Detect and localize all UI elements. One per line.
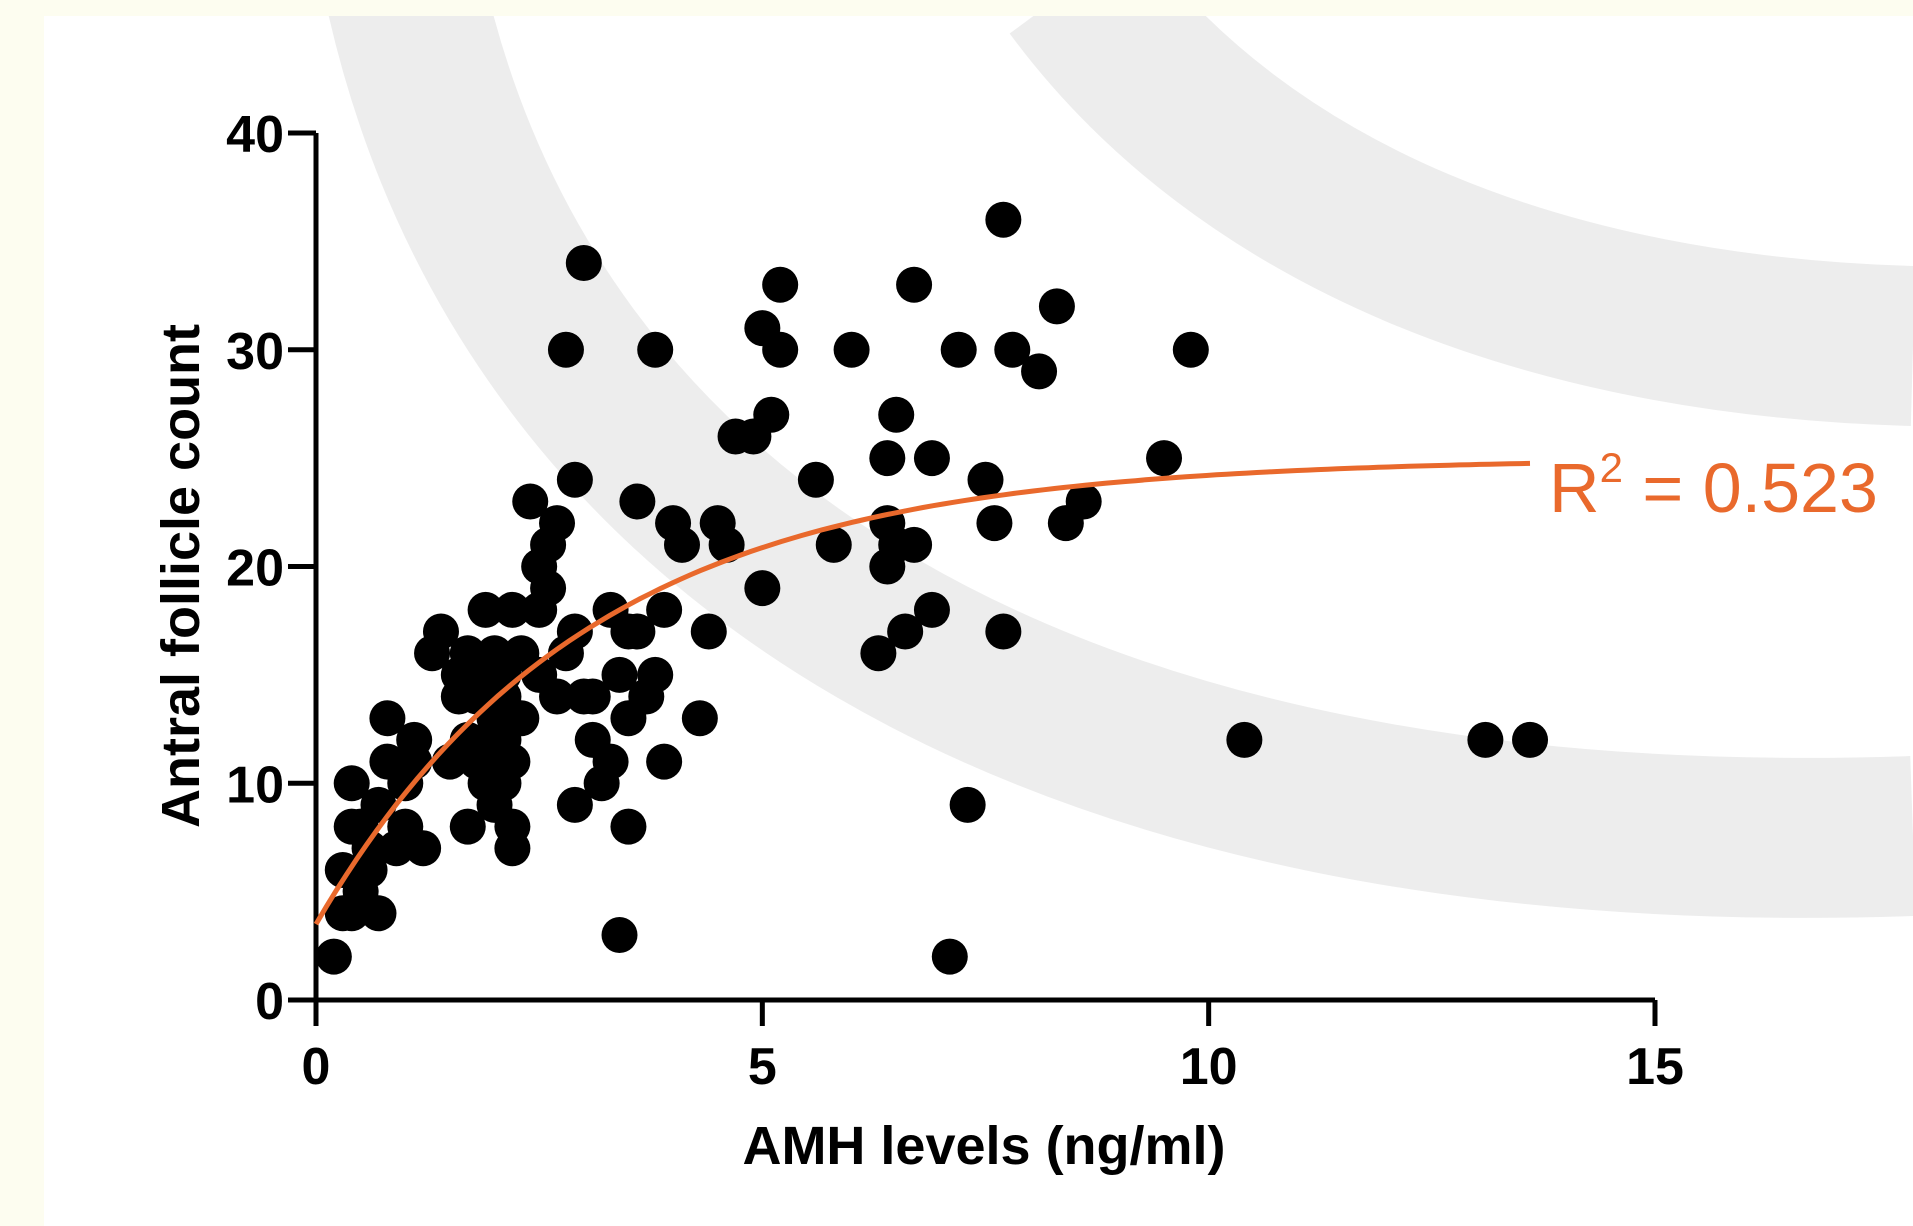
- x-tick-label: 5: [748, 1038, 777, 1096]
- data-point: [619, 483, 656, 520]
- data-point: [1038, 288, 1075, 325]
- data-point: [896, 526, 933, 563]
- x-axis-ticks: 0 5 10 15: [302, 1000, 1684, 1096]
- data-point: [539, 678, 576, 715]
- data-point: [1146, 440, 1183, 477]
- data-point: [994, 331, 1031, 368]
- y-axis-label: Antral follicle count: [151, 324, 211, 828]
- data-point: [646, 591, 683, 628]
- data-points: [315, 201, 1549, 975]
- data-point: [913, 440, 950, 477]
- data-point: [646, 743, 683, 780]
- data-point: [708, 526, 745, 563]
- data-point: [762, 266, 799, 303]
- data-point: [931, 938, 968, 975]
- data-point: [592, 743, 629, 780]
- data-point: [637, 656, 674, 693]
- data-point: [494, 591, 531, 628]
- data-point: [896, 266, 933, 303]
- data-point: [690, 613, 727, 650]
- data-point: [949, 786, 986, 823]
- y-tick-label: 10: [226, 756, 284, 814]
- data-point: [762, 331, 799, 368]
- y-axis-ticks: 0 10 20 30 40: [226, 106, 316, 1031]
- data-point: [1226, 721, 1263, 758]
- background-arc-inner: [1009, 16, 1913, 426]
- background-arcs: [328, 16, 1913, 918]
- data-point: [494, 743, 531, 780]
- data-point: [396, 743, 433, 780]
- y-tick-label: 0: [255, 973, 284, 1031]
- data-point: [967, 461, 1004, 498]
- data-point: [494, 808, 531, 845]
- data-point: [449, 808, 486, 845]
- data-point: [619, 613, 656, 650]
- y-tick-label: 40: [226, 106, 284, 164]
- data-point: [985, 613, 1022, 650]
- data-point: [753, 396, 790, 433]
- data-point: [556, 461, 593, 498]
- r2-label: R: [1549, 449, 1600, 527]
- data-point: [869, 440, 906, 477]
- data-point: [405, 830, 442, 867]
- data-point: [547, 331, 584, 368]
- data-point: [574, 678, 611, 715]
- x-axis-label: AMH levels (ng/ml): [742, 1116, 1225, 1176]
- data-point: [530, 570, 567, 607]
- data-point: [1065, 483, 1102, 520]
- y-tick-label: 30: [226, 323, 284, 381]
- data-point: [815, 526, 852, 563]
- data-point: [315, 938, 352, 975]
- data-point: [610, 808, 647, 845]
- data-point: [467, 591, 504, 628]
- x-tick-label: 0: [302, 1038, 331, 1096]
- background-arc-outer: [328, 16, 1913, 918]
- data-point: [637, 331, 674, 368]
- r2-value: = 0.523: [1623, 449, 1878, 527]
- data-point: [333, 765, 370, 802]
- scatter-chart: 0 10 20 30 40 0 5 10 15 Antral follicle count A…: [151, 16, 1913, 1176]
- fit-curve: [313, 460, 1531, 926]
- y-tick-label: 20: [226, 540, 284, 598]
- data-point: [976, 505, 1013, 542]
- data-point: [833, 331, 870, 368]
- data-point: [860, 635, 897, 672]
- data-point: [360, 895, 397, 932]
- chart-frame: 0 10 20 30 40 0 5 10 15 Antral follicle count A…: [44, 16, 1913, 1226]
- data-point: [556, 786, 593, 823]
- data-point: [369, 700, 406, 737]
- data-point: [1172, 331, 1209, 368]
- data-point: [512, 483, 549, 520]
- data-point: [1021, 353, 1058, 390]
- x-tick-label: 10: [1180, 1038, 1238, 1096]
- data-point: [878, 396, 915, 433]
- data-point: [797, 461, 834, 498]
- data-point: [913, 591, 950, 628]
- data-point: [503, 700, 540, 737]
- r2-superscript: 2: [1600, 444, 1623, 491]
- data-point: [1467, 721, 1504, 758]
- data-point: [940, 331, 977, 368]
- data-point: [663, 526, 700, 563]
- data-point: [1512, 721, 1549, 758]
- data-point: [681, 700, 718, 737]
- data-point: [565, 245, 602, 282]
- data-point: [985, 201, 1022, 238]
- data-point: [601, 916, 638, 953]
- data-point: [539, 505, 576, 542]
- data-point: [744, 570, 781, 607]
- x-tick-label: 15: [1626, 1038, 1684, 1096]
- data-point: [601, 656, 638, 693]
- r2-annotation: R2 = 0.523: [1549, 444, 1878, 527]
- data-point: [422, 613, 459, 650]
- data-point: [887, 613, 924, 650]
